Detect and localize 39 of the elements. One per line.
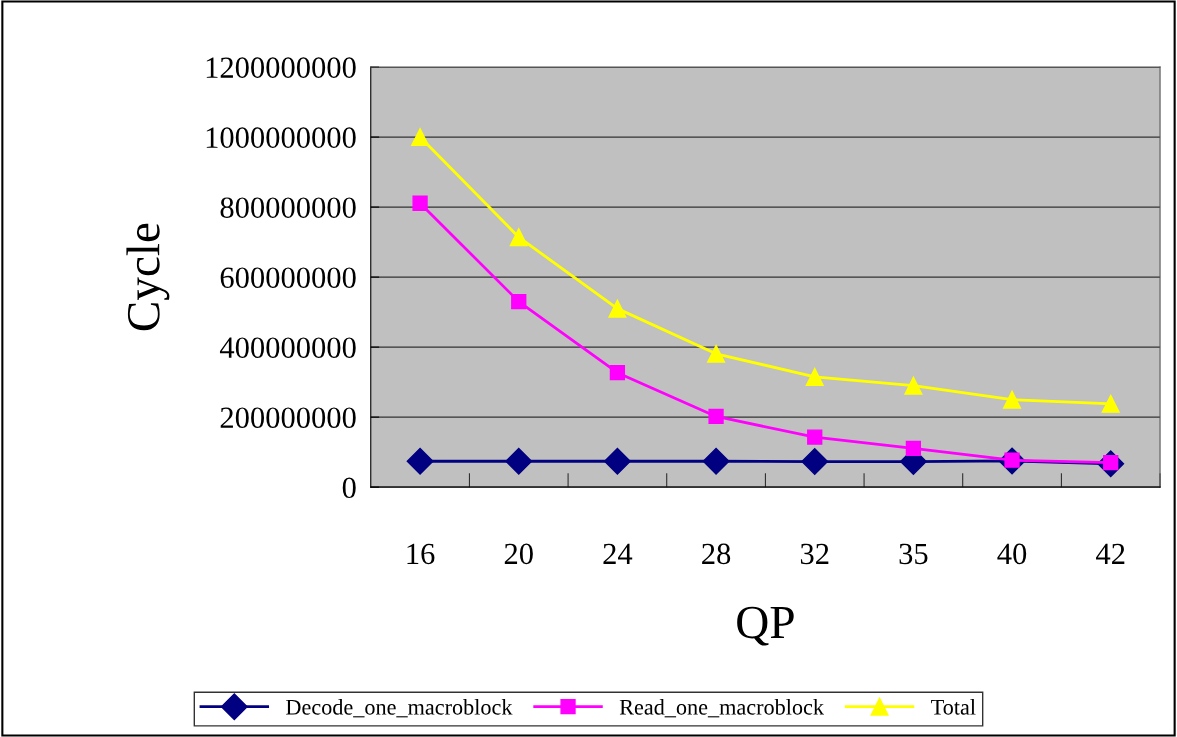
x-tick-label: 42 [1096, 543, 1125, 564]
point [509, 228, 528, 247]
point [905, 440, 922, 456]
point [406, 447, 434, 475]
legend-label: Decode_one_macroblock [286, 699, 513, 718]
point [807, 429, 823, 445]
legend-label: Read_one_macroblock [619, 699, 825, 718]
x-tick-label: 40 [997, 543, 1027, 565]
point [801, 448, 829, 476]
point [411, 128, 430, 147]
x-tick-label: 16 [407, 543, 435, 565]
point [603, 447, 631, 475]
point [904, 376, 923, 395]
y-tick-label: 1000000000 [206, 127, 356, 148]
y-tick-label: 800000000 [220, 197, 356, 218]
y-tick-label: 1200000000 [206, 57, 356, 78]
y-tick-label: 400000000 [219, 337, 356, 359]
y-tick-label: 0 [342, 477, 356, 499]
x-tick-label: 24 [603, 543, 633, 564]
y-tick-label: 600000000 [220, 267, 356, 289]
point [609, 365, 626, 381]
x-tick-label: 32 [800, 543, 829, 565]
point [805, 367, 824, 386]
y-axis-title: Cycle [126, 223, 170, 331]
point [511, 293, 527, 310]
x-tick-label: 20 [504, 543, 533, 565]
point [505, 447, 533, 475]
point [1003, 390, 1022, 409]
x-tick-label: 28 [702, 543, 731, 565]
legend-label: Total [931, 699, 976, 715]
point [702, 447, 730, 475]
point [708, 408, 724, 425]
x-axis-title: QP [737, 606, 794, 646]
y-tick-label: 200000000 [220, 407, 356, 429]
point [608, 299, 627, 318]
x-tick-label: 35 [899, 543, 928, 565]
point [412, 195, 428, 211]
point [1101, 394, 1120, 413]
point [707, 344, 726, 363]
